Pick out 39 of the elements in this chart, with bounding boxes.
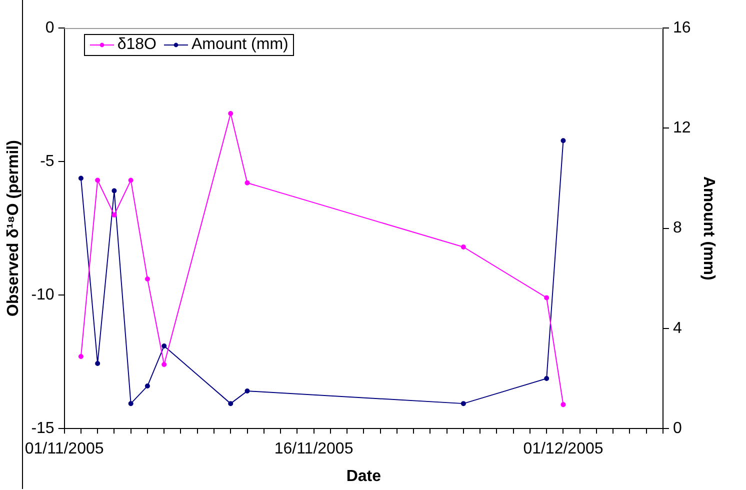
- point: [162, 343, 167, 348]
- y2-tick-label: 0: [673, 420, 682, 438]
- point: [544, 376, 550, 382]
- y-tick-label: -10: [31, 286, 54, 304]
- y-tick-label: -15: [31, 420, 54, 438]
- point: [78, 354, 84, 359]
- y2-tick-label: 12: [673, 120, 691, 137]
- point: [544, 295, 550, 300]
- x-tick-label: 01/12/2005: [523, 440, 604, 458]
- point: [228, 110, 234, 116]
- point: [244, 388, 250, 394]
- point: [144, 276, 150, 282]
- point: [112, 212, 117, 218]
- point: [112, 188, 117, 194]
- point: [95, 361, 100, 366]
- point: [128, 401, 134, 406]
- y2-tick-label: 8: [673, 220, 682, 237]
- x-tick-label: 16/11/2005: [274, 440, 354, 458]
- y2-axis-title: Amount (mm): [700, 176, 717, 280]
- point: [228, 401, 234, 406]
- point: [144, 384, 150, 389]
- y-tick-label: 0: [45, 19, 54, 36]
- point: [460, 401, 466, 406]
- y2-tick-label: 4: [673, 320, 682, 337]
- y-axis-title: Observed δ¹⁸O (permil): [5, 140, 22, 317]
- point: [560, 402, 566, 408]
- x-tick-label: 01/11/2005: [24, 440, 104, 458]
- point: [244, 180, 250, 186]
- y-tick-label: -5: [40, 152, 54, 170]
- point: [560, 138, 566, 144]
- point: [128, 178, 134, 183]
- point: [162, 362, 167, 368]
- point: [460, 244, 466, 250]
- y2-tick-label: 16: [673, 19, 691, 36]
- x-axis-title: Date: [346, 468, 382, 485]
- legend-label: Amount (mm): [191, 36, 288, 54]
- legend-label: δ18O: [117, 36, 156, 54]
- point: [78, 176, 84, 181]
- point: [95, 178, 100, 183]
